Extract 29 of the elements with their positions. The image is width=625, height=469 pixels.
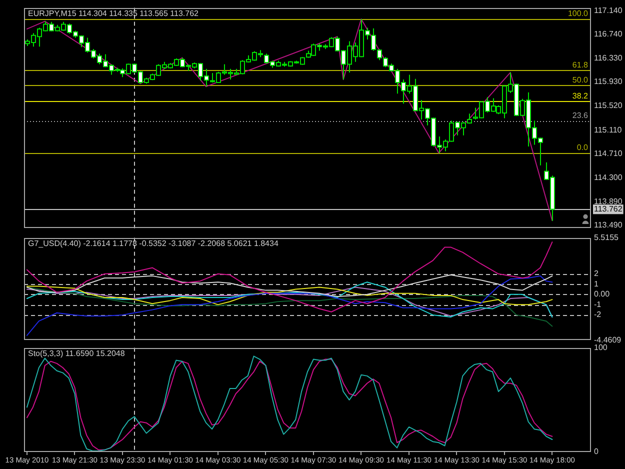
y-tick-label: 5.5155 (594, 233, 620, 242)
annotation: 61.8 (572, 60, 589, 70)
annotation: 100.0 (568, 9, 589, 18)
y-tick-label: -2 (594, 310, 602, 320)
annotation: 0.0 (576, 143, 589, 152)
y-tick-label: 115.930 (594, 77, 623, 86)
y-tick-label: 114.710 (594, 148, 623, 158)
y-tick-label: 115.110 (594, 125, 622, 134)
annotation: 50.0 (572, 76, 589, 85)
y-tick-label: 117.140 (594, 6, 623, 15)
y-tick-label: 0 (594, 447, 599, 456)
chart-title: Sto(5,3,3) 11.6590 15.2048 (28, 349, 126, 358)
y-tick-label: 116.740 (594, 29, 623, 38)
y-tick-label: 114.300 (594, 172, 623, 182)
y-tick-label: -1 (594, 300, 602, 309)
chart-title: EURJPY,M15 114.304 114.335 113.565 113.762 (28, 9, 200, 18)
y-tick-label: 0.00 (594, 290, 610, 299)
y-tick-label: 1 (594, 279, 599, 288)
y-tick-label: 100 (594, 343, 608, 352)
y-tick-label: 113.762 (594, 204, 623, 214)
y-tick-label: -4.4609 (594, 335, 622, 344)
y-tick-label: 115.520 (594, 101, 623, 110)
annotation: 38.2 (572, 91, 589, 100)
y-tick-label: 113.490 (594, 220, 623, 230)
y-tick-label: 116.330 (594, 54, 623, 63)
annotation: 23.6 (572, 110, 589, 120)
y-tick-label: 113.890 (594, 196, 623, 206)
y-tick-label: 2 (594, 269, 599, 278)
chart-title: G7_USD(4.40) -2.1614 1.1778 -0.5352 -3.1087 -2.2068 5.0621 1.8434 (28, 239, 279, 248)
